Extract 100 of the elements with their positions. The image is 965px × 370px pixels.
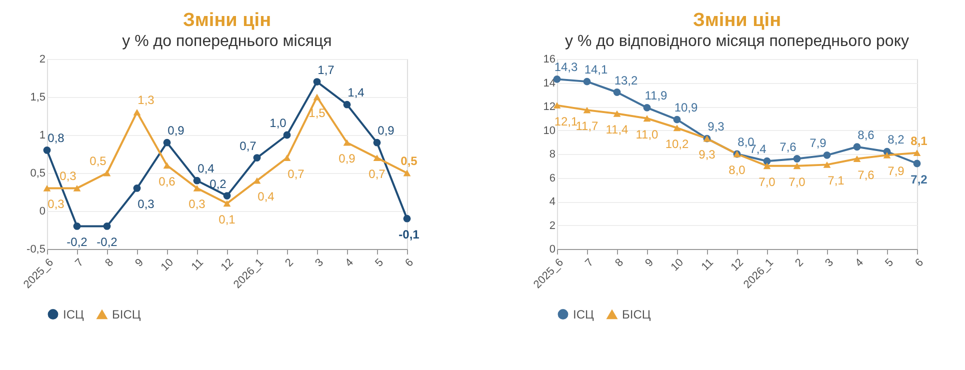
point <box>343 139 351 146</box>
data-label: 0,3 <box>48 197 65 212</box>
y-tick-label: 10 <box>543 124 556 137</box>
point <box>223 200 231 207</box>
y-tick-label: 1,5 <box>30 92 46 104</box>
x-tick-label: 3 <box>313 256 326 270</box>
y-tick-label: 2 <box>39 54 46 66</box>
data-label: 7,6 <box>858 168 875 182</box>
data-label: 14,3 <box>554 60 578 74</box>
x-tick-label: 12 <box>218 256 236 274</box>
point <box>643 104 651 112</box>
data-label: 9,3 <box>698 148 716 162</box>
point <box>853 143 861 151</box>
point <box>823 161 831 168</box>
point <box>253 154 261 162</box>
x-tick-label: 3 <box>823 256 836 270</box>
data-label: -0,2 <box>66 235 88 250</box>
point <box>313 78 321 86</box>
data-label: 0,2 <box>210 176 227 191</box>
x-tick-label: 4 <box>343 256 356 270</box>
x-tick-label: 7 <box>73 256 86 270</box>
data-label: 0,3 <box>188 197 206 212</box>
y-tick-label: 6 <box>549 172 556 184</box>
point <box>583 106 591 114</box>
legend-label: ІСЦ <box>63 307 84 322</box>
point <box>163 162 171 169</box>
x-tick-label: 9 <box>643 256 656 270</box>
data-label: 11,0 <box>636 127 659 142</box>
data-label: 1,7 <box>318 62 335 77</box>
point <box>403 170 411 176</box>
data-label: 12,1 <box>554 114 578 128</box>
point <box>73 184 81 192</box>
point <box>133 108 141 116</box>
data-label: 7,0 <box>788 174 806 189</box>
legend-label: БІСЦ <box>112 308 141 322</box>
point <box>883 152 891 158</box>
data-label: 0,7 <box>368 166 386 181</box>
y-tick-label: 14 <box>543 77 556 90</box>
y-tick-label: 0,5 <box>30 168 46 180</box>
data-label: 8,1 <box>910 134 928 148</box>
point <box>853 156 861 162</box>
point <box>403 214 411 222</box>
point <box>193 184 201 192</box>
point <box>103 170 111 176</box>
point <box>103 222 111 230</box>
x-tick-label: 5 <box>373 256 386 270</box>
x-tick-label: 6 <box>403 256 416 270</box>
data-label: 0,7 <box>240 138 257 153</box>
point <box>343 100 351 108</box>
point <box>643 115 651 122</box>
point <box>43 184 51 192</box>
point <box>373 138 381 146</box>
data-label: -0,1 <box>398 228 420 242</box>
data-label: 7,9 <box>888 164 905 178</box>
data-label: 10,2 <box>665 136 689 151</box>
point <box>823 151 831 159</box>
data-label: 0,5 <box>400 154 418 168</box>
chart-subtitle: у % до попереднього місяця <box>122 33 332 50</box>
data-label: 8,2 <box>888 132 905 147</box>
data-label: 7,2 <box>910 172 928 186</box>
data-label: 0,1 <box>218 212 236 226</box>
data-label: 0,8 <box>48 131 65 146</box>
x-tick-label: 10 <box>668 256 686 274</box>
data-label: 11,9 <box>644 88 668 103</box>
x-tick-label: 2 <box>793 256 806 270</box>
point <box>613 88 621 96</box>
legend-label: ІСЦ <box>573 307 594 322</box>
data-label: 0,4 <box>198 162 215 176</box>
data-label: 0,5 <box>90 154 107 168</box>
data-label: 1,4 <box>348 86 365 100</box>
y-tick-label: 2 <box>549 220 556 232</box>
data-label: 7,0 <box>758 174 776 189</box>
x-tick-label: 9 <box>133 256 146 270</box>
point <box>133 184 141 192</box>
point <box>793 155 801 162</box>
data-label: 1,3 <box>138 93 155 108</box>
x-tick-label: 8 <box>613 256 626 270</box>
data-label: 1,0 <box>270 116 287 130</box>
y-tick-label: 0 <box>549 244 556 256</box>
x-tick-label: 10 <box>158 256 176 274</box>
data-label: 0,9 <box>378 124 395 138</box>
y-tick-label: 16 <box>543 54 556 66</box>
data-label: 14,1 <box>584 62 608 77</box>
point <box>913 150 921 156</box>
x-tick-label: 7 <box>583 256 596 270</box>
data-label: 0,9 <box>168 124 185 138</box>
point <box>253 177 261 184</box>
chart-title: Зміни цін <box>182 10 272 31</box>
data-label: 7,1 <box>828 174 845 188</box>
point <box>673 116 681 124</box>
chart-subtitle: у % до відповідного місяця попереднього року <box>565 33 909 50</box>
y-tick-label: 0 <box>39 206 46 218</box>
point <box>613 110 621 117</box>
point <box>73 222 81 230</box>
x-tick-label: 11 <box>699 256 716 274</box>
x-tick-label: 4 <box>853 256 866 270</box>
point <box>223 192 231 200</box>
x-tick-label: 5 <box>883 256 896 270</box>
data-label: 11,7 <box>576 119 599 134</box>
data-label: 0,3 <box>60 169 77 184</box>
